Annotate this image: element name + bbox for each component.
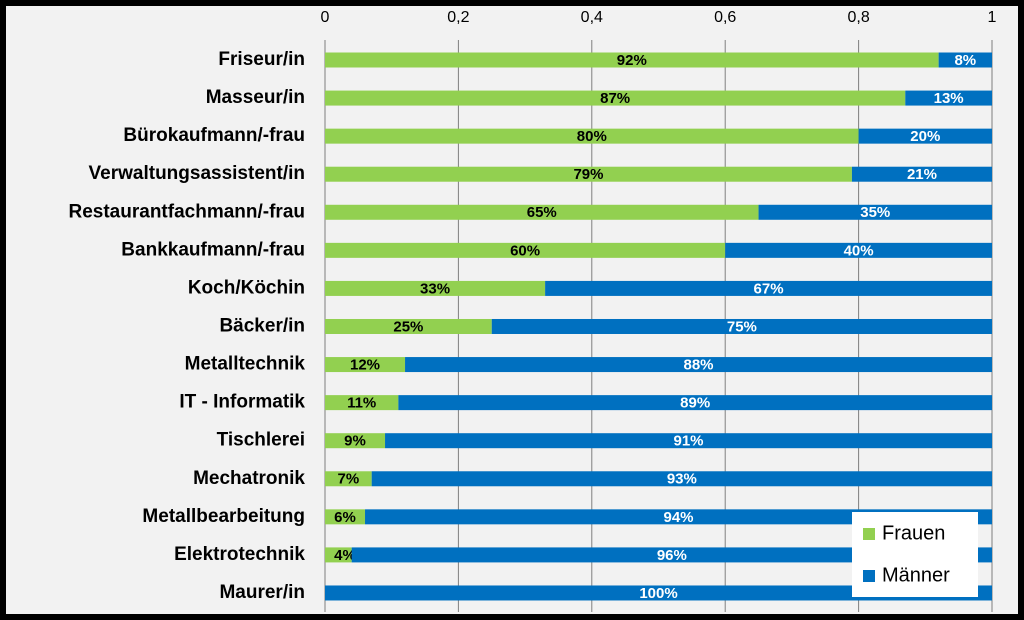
- bar-segment: [325, 433, 386, 449]
- bar-segment: [351, 547, 992, 563]
- bar-segment: [405, 357, 992, 373]
- value-label: 21%: [907, 166, 937, 183]
- value-label: 40%: [844, 242, 874, 259]
- value-label: 6%: [334, 509, 356, 526]
- value-label: 79%: [573, 166, 603, 183]
- bar-segment: [725, 242, 992, 258]
- bar-segment: [545, 280, 992, 296]
- x-tick-label: 0,8: [847, 9, 869, 26]
- category-label: Elektrotechnik: [174, 544, 305, 565]
- bar-segment: [365, 509, 992, 525]
- bar-segment: [758, 204, 992, 220]
- bar-segment: [325, 242, 726, 258]
- bar-segment: [325, 547, 352, 563]
- value-label: 89%: [680, 395, 710, 412]
- category-label: Masseur/in: [206, 87, 305, 108]
- x-tick-label: 0,2: [447, 9, 469, 26]
- bar-segment: [325, 204, 759, 220]
- bar-segment: [325, 90, 906, 106]
- x-tick-label: 1: [988, 9, 997, 26]
- bar-segment: [905, 90, 992, 106]
- legend-label: Frauen: [882, 522, 945, 544]
- bar-segment: [325, 509, 366, 525]
- bar-segment: [325, 166, 852, 182]
- x-tick-label: 0: [321, 9, 330, 26]
- category-label: IT - Informatik: [179, 392, 305, 413]
- value-label: 12%: [350, 357, 380, 374]
- legend-box: [852, 512, 978, 597]
- bar-segment: [858, 128, 992, 144]
- value-label: 92%: [617, 52, 647, 69]
- value-label: 8%: [954, 52, 976, 69]
- category-label: Bäcker/in: [219, 316, 305, 337]
- value-label: 25%: [393, 318, 423, 335]
- value-label: 65%: [527, 204, 557, 221]
- value-label: 60%: [510, 242, 540, 259]
- bar-segment: [325, 585, 992, 601]
- category-label: Metallbearbeitung: [142, 506, 305, 527]
- x-tick-label: 0,4: [581, 9, 603, 26]
- category-label: Tischlerei: [217, 430, 305, 451]
- value-label: 33%: [420, 280, 450, 297]
- value-label: 88%: [684, 357, 714, 374]
- category-label: Bürokaufmann/-frau: [123, 125, 305, 146]
- value-label: 80%: [577, 128, 607, 145]
- bar-segment: [325, 280, 546, 296]
- value-label: 4%: [334, 547, 356, 564]
- value-label: 93%: [667, 471, 697, 488]
- value-label: 11%: [347, 395, 376, 412]
- category-label: Friseur/in: [218, 49, 305, 70]
- bar-segment: [851, 166, 992, 182]
- value-label: 67%: [754, 280, 784, 297]
- bar-segment: [325, 318, 492, 334]
- bar-segment: [398, 395, 992, 411]
- category-label: Restaurantfachmann/-frau: [69, 201, 306, 222]
- value-label: 13%: [934, 90, 964, 107]
- value-label: 75%: [727, 318, 757, 335]
- value-label: 87%: [600, 90, 630, 107]
- bar-segment: [325, 395, 399, 411]
- legend-label: Männer: [882, 564, 950, 586]
- legend-swatch: [863, 528, 875, 540]
- value-label: 20%: [910, 128, 940, 145]
- category-label: Mechatronik: [193, 468, 305, 489]
- bar-segment: [325, 471, 372, 487]
- category-label: Verwaltungsassistent/in: [89, 163, 305, 184]
- bar-segment: [371, 471, 992, 487]
- category-label: Koch/Köchin: [188, 277, 305, 298]
- value-label: 100%: [639, 585, 677, 602]
- value-label: 35%: [860, 204, 890, 221]
- category-label: Maurer/in: [219, 582, 305, 603]
- bar-segment: [938, 52, 992, 68]
- bar-segment: [491, 318, 992, 334]
- bar-segment: [325, 357, 406, 373]
- bar-segment: [325, 52, 939, 68]
- value-label: 7%: [338, 471, 360, 488]
- x-tick-label: 0,6: [714, 9, 736, 26]
- category-label: Bankkaufmann/-frau: [121, 239, 305, 260]
- bar-segment: [385, 433, 992, 449]
- category-label: Metalltechnik: [185, 354, 306, 375]
- legend-swatch: [863, 570, 875, 582]
- value-label: 91%: [673, 433, 703, 450]
- bar-segment: [325, 128, 859, 144]
- value-label: 9%: [344, 433, 366, 450]
- value-label: 96%: [657, 547, 687, 564]
- value-label: 94%: [663, 509, 693, 526]
